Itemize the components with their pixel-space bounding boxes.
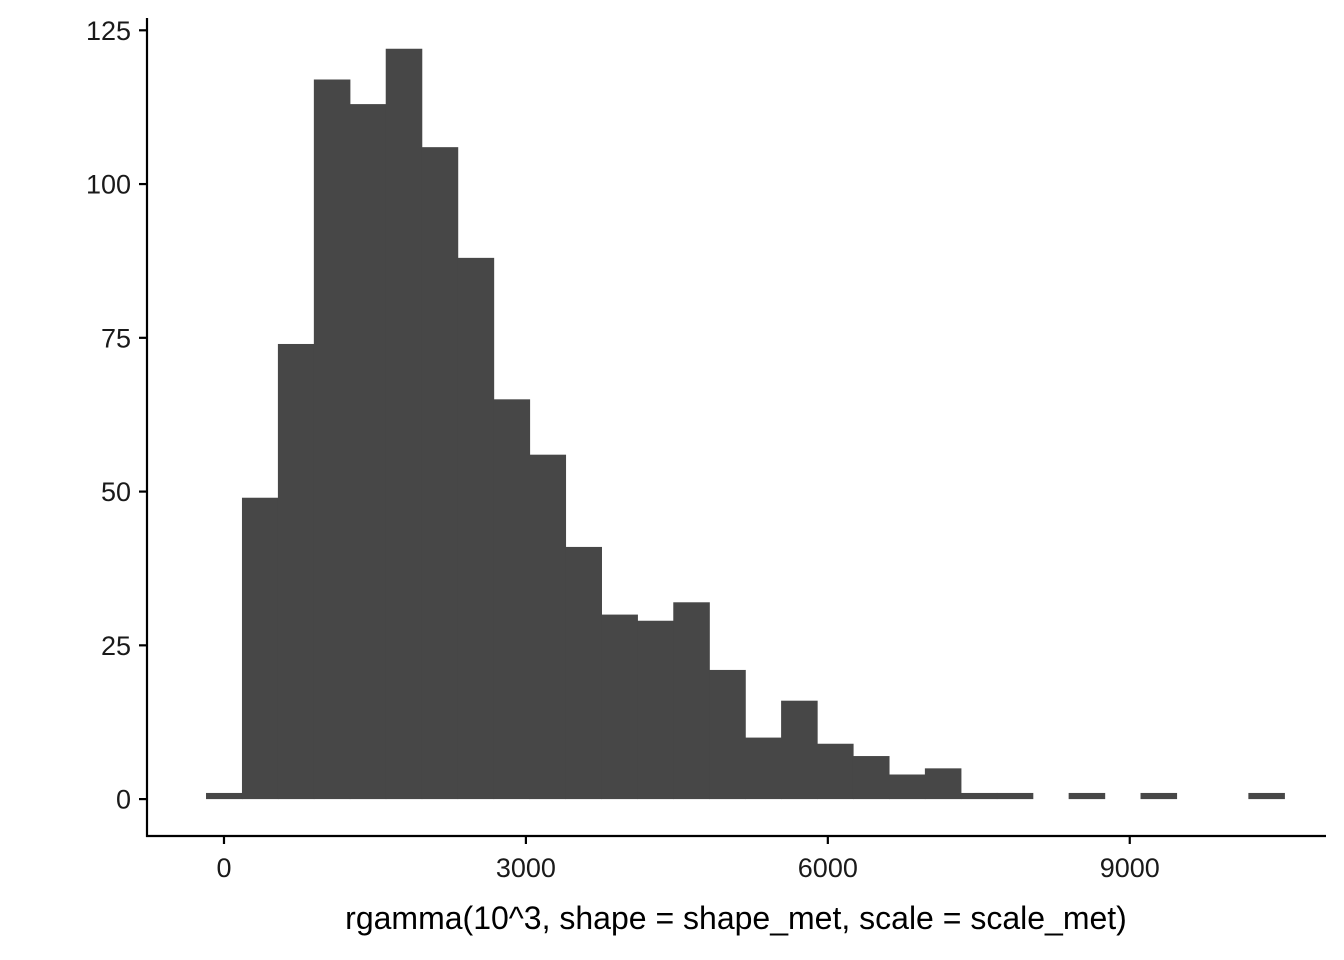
- histogram-bar: [781, 700, 818, 800]
- x-tick-label: 0: [216, 853, 231, 883]
- x-axis-title: rgamma(10^3, shape = shape_met, scale = …: [345, 900, 1127, 936]
- histogram-bar: [385, 48, 423, 800]
- y-tick-label: 100: [86, 170, 131, 200]
- histogram-bar: [565, 546, 602, 800]
- x-tick-label: 9000: [1100, 853, 1160, 883]
- y-tick-label: 125: [86, 16, 131, 46]
- histogram-bar: [1248, 792, 1285, 800]
- histogram-bar: [924, 768, 962, 800]
- histogram-bar: [1068, 792, 1106, 800]
- x-tick-label: 6000: [798, 853, 858, 883]
- histogram-bar: [241, 497, 279, 800]
- histogram-bar: [960, 792, 998, 800]
- histogram-bar: [206, 792, 243, 800]
- histogram-bar: [673, 602, 710, 800]
- histogram-bar: [637, 620, 674, 800]
- y-tick-label: 0: [116, 785, 131, 815]
- histogram-bar: [457, 257, 495, 800]
- histogram-bar: [745, 737, 782, 800]
- histogram-bar: [1140, 792, 1178, 800]
- histogram-bar: [817, 743, 854, 800]
- histogram-bar: [852, 756, 890, 800]
- histogram-bar: [601, 614, 638, 800]
- histogram-bar: [888, 774, 926, 800]
- histogram-bar: [493, 399, 531, 800]
- histogram-bar: [996, 792, 1034, 800]
- x-axis-ticks: 0 3000 6000 9000: [216, 836, 1160, 883]
- y-tick-label: 50: [101, 477, 131, 507]
- histogram-bar: [421, 147, 459, 800]
- y-tick-label: 75: [101, 323, 131, 353]
- histogram-bar: [313, 79, 351, 800]
- histogram-bar: [529, 454, 567, 800]
- histogram-bars: [206, 48, 1285, 800]
- histogram-bar: [709, 669, 746, 800]
- histogram-bar: [277, 343, 315, 800]
- x-tick-label: 3000: [496, 853, 556, 883]
- y-tick-label: 25: [101, 631, 131, 661]
- histogram-bar: [349, 104, 387, 800]
- y-axis-ticks: 0 25 50 75 100 125: [86, 16, 147, 815]
